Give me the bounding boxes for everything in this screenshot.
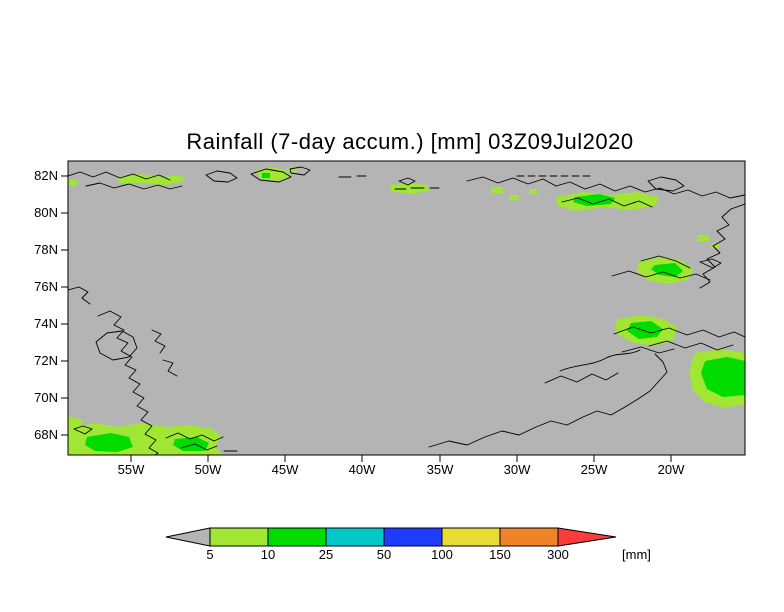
lon-label-20w: 20W bbox=[658, 462, 685, 477]
lat-label-68n: 68N bbox=[34, 427, 58, 442]
rain-patch bbox=[389, 183, 429, 194]
colorbar-units-label: [mm] bbox=[622, 547, 651, 562]
rain-patch bbox=[529, 189, 537, 194]
rain-patch bbox=[627, 321, 663, 339]
coastline-path bbox=[611, 270, 711, 281]
lon-ticks bbox=[130, 455, 672, 462]
lat-label-82n: 82N bbox=[34, 168, 58, 183]
colorbar-segment-100-150 bbox=[441, 527, 501, 547]
coastline-path bbox=[250, 168, 292, 183]
coastline-path bbox=[73, 425, 93, 435]
lon-label-25w: 25W bbox=[581, 462, 608, 477]
colorbar-segment-5-10 bbox=[209, 527, 269, 547]
coastline-path bbox=[640, 255, 691, 269]
chart-title: Rainfall (7-day accum.) [mm] 03Z09Jul202… bbox=[186, 129, 633, 154]
coastline-path bbox=[68, 171, 171, 181]
coastline-path bbox=[205, 170, 238, 183]
rain-patch bbox=[287, 167, 298, 172]
lon-label-35w: 35W bbox=[427, 462, 454, 477]
colorbar-label-10: 10 bbox=[261, 547, 275, 562]
coastline-path bbox=[699, 258, 722, 269]
rain-patch bbox=[118, 174, 185, 185]
lat-label-80n: 80N bbox=[34, 205, 58, 220]
colorbar-label-25: 25 bbox=[319, 547, 333, 562]
rain-patch bbox=[85, 433, 133, 452]
colorbar-label-300: 300 bbox=[547, 547, 569, 562]
coastline-path bbox=[555, 181, 745, 199]
lat-label-76n: 76N bbox=[34, 279, 58, 294]
colorbar-above-max-arrow bbox=[557, 527, 617, 547]
map-background bbox=[68, 161, 745, 455]
coastline-path bbox=[68, 286, 91, 305]
colorbar-segment-25-50 bbox=[325, 527, 385, 547]
coastline-path bbox=[165, 432, 224, 442]
lon-label-30w: 30W bbox=[504, 462, 531, 477]
coastline-path bbox=[85, 182, 183, 190]
rain-patch bbox=[68, 180, 77, 186]
coastline-path bbox=[699, 203, 745, 289]
colorbar-segment-50-100 bbox=[383, 527, 443, 547]
rain-patch bbox=[262, 173, 270, 178]
coastline-path bbox=[394, 187, 440, 190]
rain-patch bbox=[491, 187, 503, 193]
colorbar-segment-150-300 bbox=[499, 527, 559, 547]
rain-shading-10-25 bbox=[85, 173, 745, 452]
lat-label-70n: 70N bbox=[34, 390, 58, 405]
lat-labels: 82N 80N 78N 76N 74N 72N 70N 68N bbox=[34, 168, 58, 442]
lon-label-55w: 55W bbox=[118, 462, 145, 477]
coastline-path bbox=[289, 166, 311, 176]
colorbar-segment-10-25 bbox=[267, 527, 327, 547]
lat-ticks bbox=[61, 175, 68, 436]
rain-patch bbox=[509, 195, 519, 200]
coastline-path bbox=[559, 349, 641, 372]
rain-patch bbox=[573, 194, 615, 206]
coastline-path bbox=[398, 177, 416, 186]
coastline-path bbox=[613, 326, 745, 338]
coastline-path bbox=[561, 197, 653, 208]
lat-label-74n: 74N bbox=[34, 316, 58, 331]
lat-label-72n: 72N bbox=[34, 353, 58, 368]
coastline-path bbox=[466, 176, 557, 187]
coastline-path bbox=[97, 310, 159, 455]
lat-label-78n: 78N bbox=[34, 242, 58, 257]
rain-patch bbox=[68, 416, 83, 430]
colorbar-label-100: 100 bbox=[431, 547, 453, 562]
lon-labels: 55W 50W 45W 40W 35W 30W 25W 20W bbox=[118, 462, 685, 477]
rain-patch bbox=[701, 357, 745, 397]
coastline-path bbox=[647, 176, 685, 192]
map-frame bbox=[67, 160, 746, 456]
coastline-path bbox=[544, 372, 619, 384]
colorbar-below-min-arrow bbox=[165, 527, 211, 547]
lon-label-50w: 50W bbox=[195, 462, 222, 477]
colorbar-label-50: 50 bbox=[377, 547, 391, 562]
rain-patch bbox=[697, 235, 709, 241]
coastline-path bbox=[338, 175, 367, 178]
coastline-path bbox=[95, 330, 138, 361]
coastline-path bbox=[428, 353, 668, 448]
coastline-path bbox=[648, 340, 734, 351]
colorbar-label-150: 150 bbox=[489, 547, 511, 562]
coastline-path bbox=[621, 346, 675, 354]
lon-label-45w: 45W bbox=[272, 462, 299, 477]
rain-patch bbox=[711, 243, 719, 248]
colorbar: 5 10 25 50 100 150 300 [mm] bbox=[165, 527, 651, 562]
colorbar-label-5: 5 bbox=[206, 547, 213, 562]
coastlines bbox=[68, 166, 745, 455]
coastline-path bbox=[151, 329, 178, 377]
coastline-path bbox=[180, 443, 218, 451]
lon-label-40w: 40W bbox=[349, 462, 376, 477]
